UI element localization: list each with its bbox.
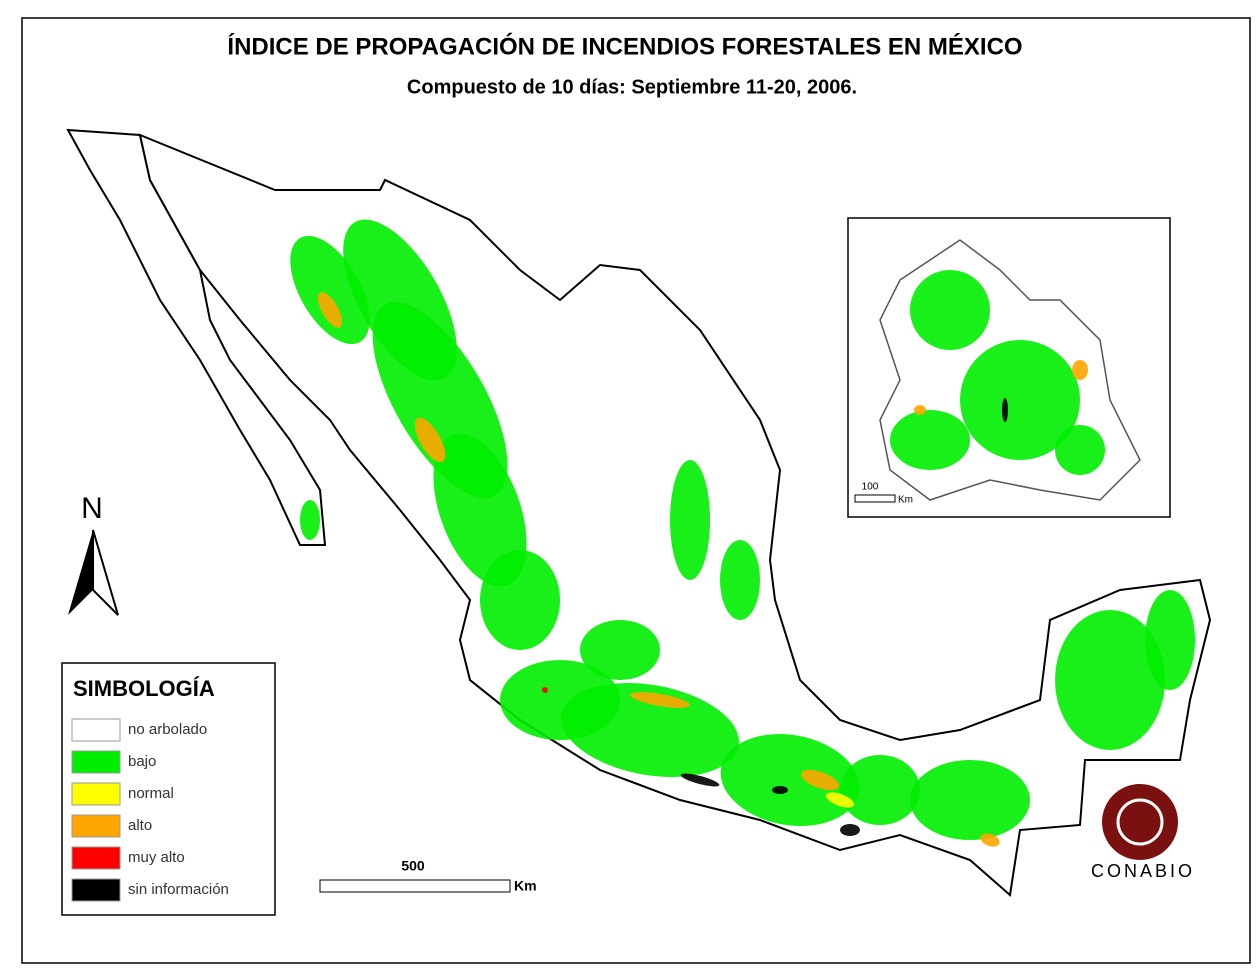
fire-index-patch xyxy=(290,235,370,345)
scale-unit: Km xyxy=(514,878,537,894)
fire-index-patch xyxy=(414,417,446,463)
fire-index-patch xyxy=(720,540,760,620)
inset-scale-bar xyxy=(854,494,896,503)
fire-index-patch xyxy=(772,786,788,794)
legend-swatch xyxy=(71,750,121,774)
map-subtitle: Compuesto de 10 días: Septiembre 11-20, … xyxy=(407,76,857,98)
scale-bar-rect xyxy=(319,879,511,893)
logo-emblem xyxy=(1102,784,1178,860)
fire-index-patch xyxy=(1055,610,1165,750)
fire-index-patch xyxy=(480,550,560,650)
fire-index-patch xyxy=(630,692,690,708)
legend-label: normal xyxy=(128,785,174,802)
north-label: N xyxy=(81,492,103,525)
legend-swatch xyxy=(71,782,121,806)
fire-index-patch xyxy=(300,500,320,540)
logo-emblem-ring xyxy=(1116,798,1164,846)
fire-index-patch xyxy=(317,292,343,328)
north-arrow-left xyxy=(68,530,93,615)
fire-index-patch xyxy=(910,760,1030,840)
inset-fire-patch xyxy=(1055,425,1105,475)
fire-index-patch xyxy=(980,833,1000,847)
legend-swatch xyxy=(71,814,121,838)
legend-swatch xyxy=(71,718,121,742)
fire-index-patch xyxy=(580,620,660,680)
fire-index-patch xyxy=(561,683,739,777)
legend-label: sin información xyxy=(128,881,229,898)
inset-map: 100 Km xyxy=(847,217,1171,518)
fire-index-patch xyxy=(1145,590,1195,690)
fire-index-patch xyxy=(680,773,720,787)
inset-fire-patch xyxy=(1072,360,1088,380)
fire-index-patch xyxy=(542,687,548,693)
inset-fire-patch xyxy=(960,340,1080,460)
legend-swatch xyxy=(71,878,121,902)
inset-scale-label: 100 xyxy=(862,482,879,493)
mexico-map xyxy=(66,128,1212,897)
fire-index-patch xyxy=(720,734,860,826)
legend-title: SIMBOLOGÍA xyxy=(73,676,215,701)
fire-index-patch xyxy=(433,433,527,587)
scale-bar: 500 Km xyxy=(319,858,537,894)
fire-index-patch xyxy=(670,460,710,580)
map-title: ÍNDICE DE PROPAGACIÓN DE INCENDIOS FORES… xyxy=(227,32,1022,60)
north-arrow: N xyxy=(68,492,119,616)
logo-text: CONABIO xyxy=(1091,861,1195,881)
legend-label: bajo xyxy=(128,753,156,770)
inset-fire-patch xyxy=(1002,398,1008,422)
scale-label: 500 xyxy=(401,858,425,874)
fire-index-patch xyxy=(840,755,920,825)
north-arrow-right xyxy=(92,529,119,616)
legend: SIMBOLOGÍA no arbolado bajo normal alto muy … xyxy=(61,662,276,916)
fire-index-patch xyxy=(840,824,860,836)
legend-label: muy alto xyxy=(128,849,185,866)
inset-fire-patch xyxy=(910,270,990,350)
inset-fire-patch xyxy=(914,405,926,415)
legend-label: no arbolado xyxy=(128,721,207,738)
logo: CONABIO xyxy=(1091,784,1195,881)
legend-label: alto xyxy=(128,817,152,834)
inset-scale-unit: Km xyxy=(898,495,913,506)
inset-fire-patch xyxy=(890,410,970,470)
legend-swatch xyxy=(71,846,121,870)
fire-index-patch xyxy=(801,769,839,791)
fire-index-patch xyxy=(825,792,855,808)
